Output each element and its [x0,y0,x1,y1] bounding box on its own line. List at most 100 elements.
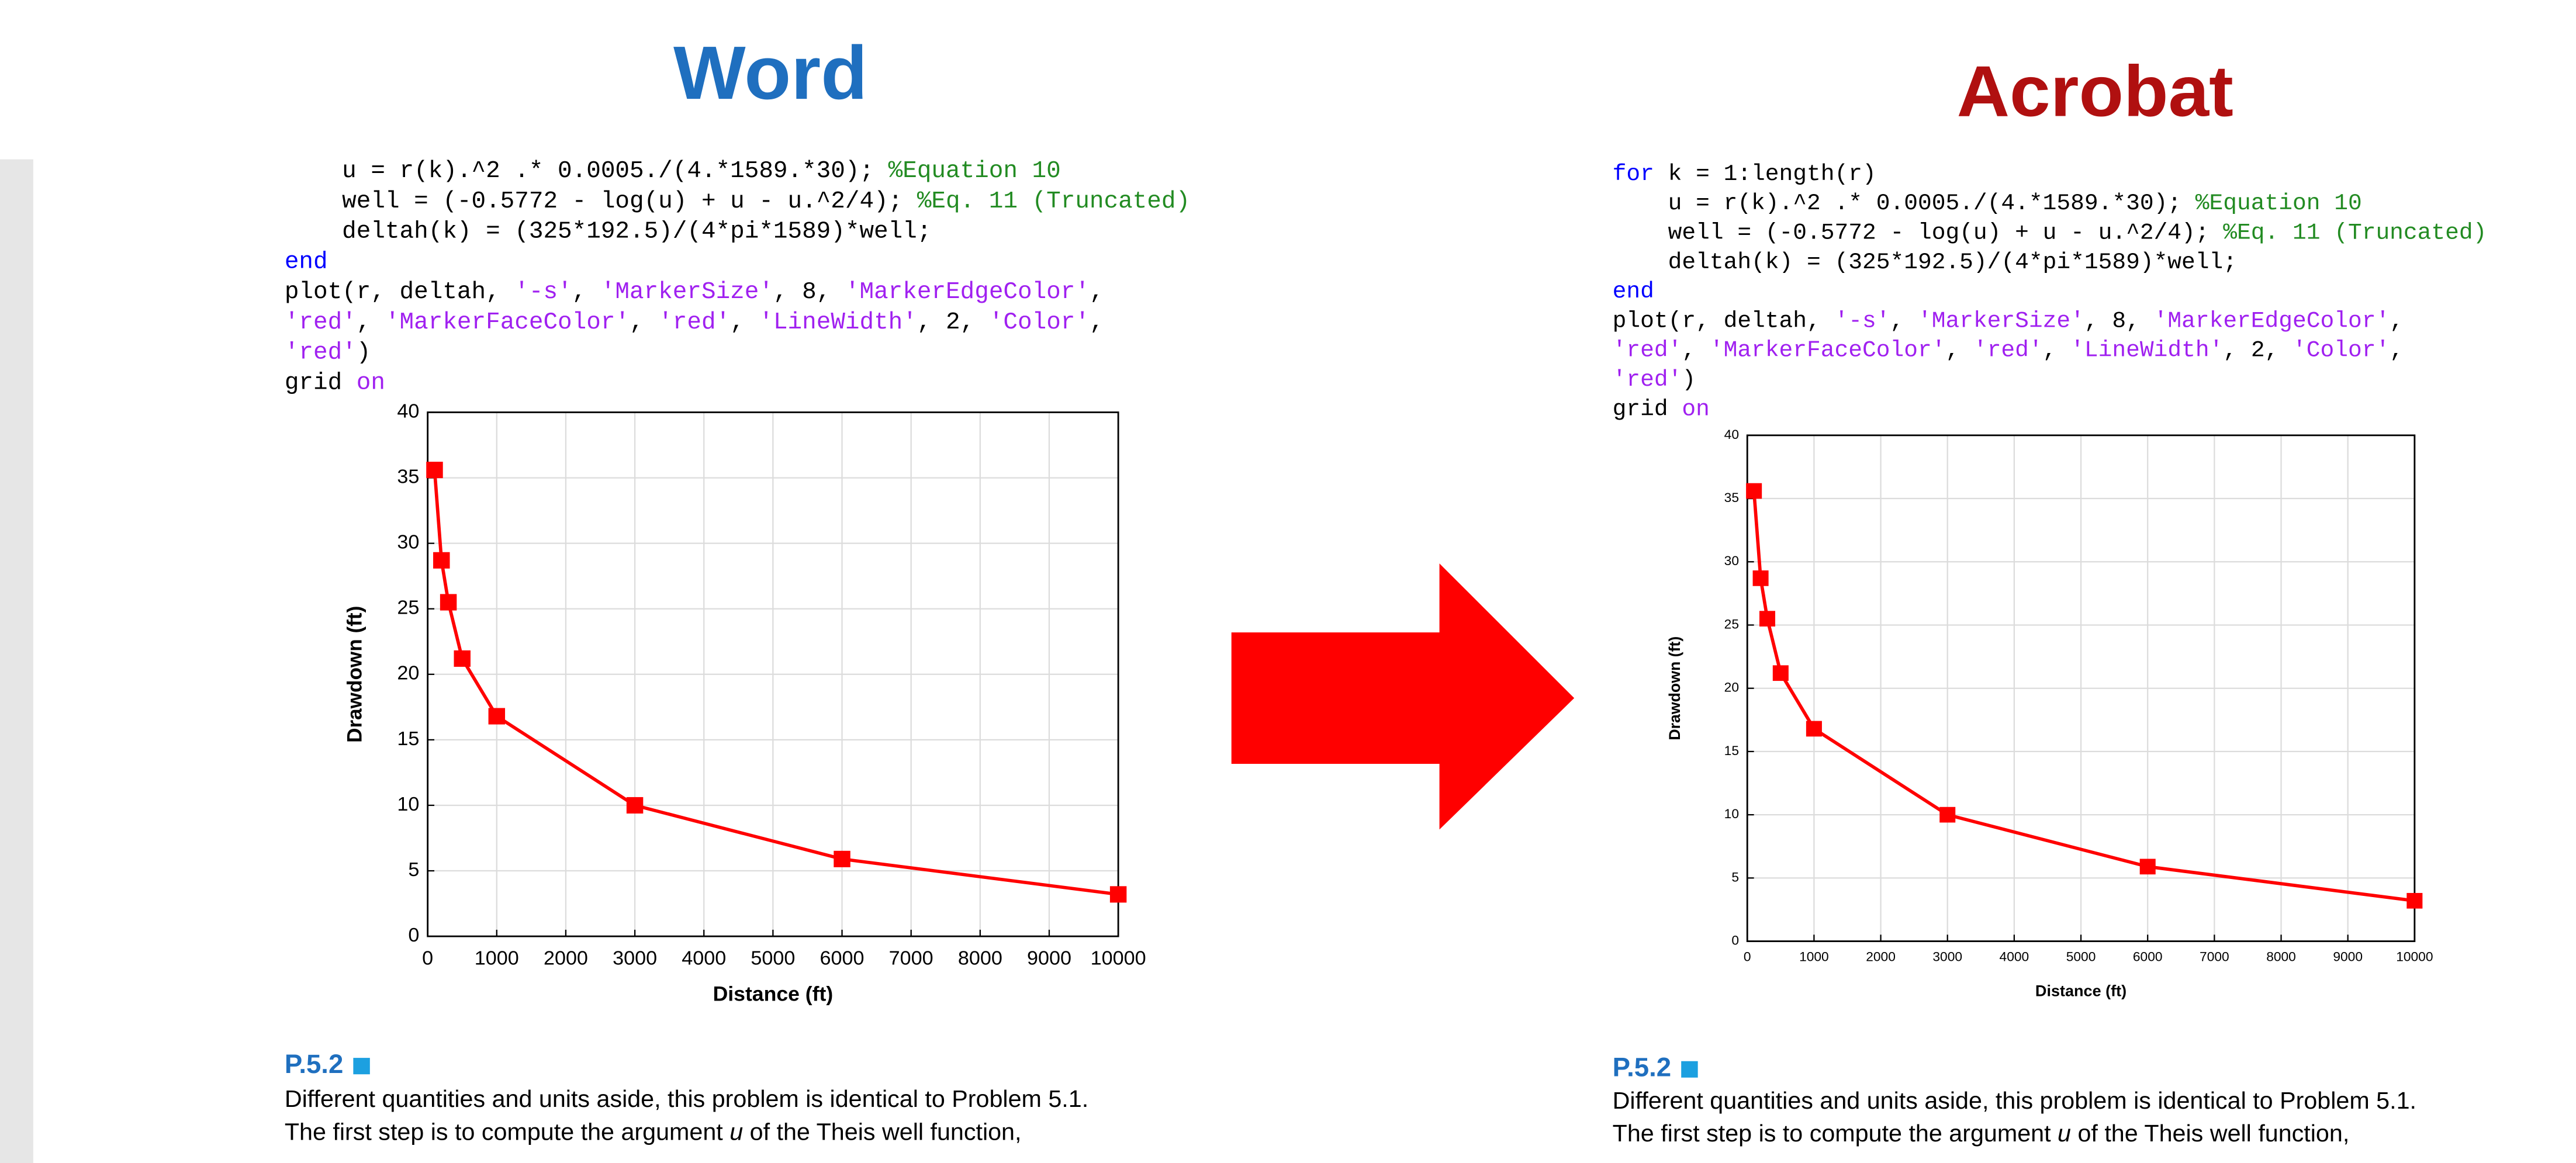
code-line: end [285,248,328,275]
code-line: deltah(k) = (325*192.5)/(4*pi*1589)*well… [1613,249,2237,275]
code-token: , [2043,337,2070,364]
y-tick-label: 5 [1731,870,1739,884]
plot-frame [427,411,1119,937]
code-line: 'red', 'MarkerFaceColor', 'red', 'LineWi… [285,309,1104,336]
code-token: %Equation 10 [888,158,1061,185]
code-token: '-s' [514,279,572,306]
plot-frame [1746,434,2416,942]
arrow [1231,563,1575,830]
data-marker [454,650,471,667]
code-token: u = r(k).^2 .* 0.0005./(4.*1589.*30); [1613,191,2195,217]
data-marker [426,462,443,479]
code-token: grid [1613,396,1682,423]
code-token: u = r(k).^2 .* 0.0005./(4.*1589.*30); [285,158,888,185]
code-line: plot(r, deltah, '-s', 'MarkerSize', 8, '… [1613,308,2404,334]
data-marker [2406,892,2423,909]
data-marker [433,552,450,569]
code-token: , 2, [917,309,989,336]
y-tick-label: 40 [1724,427,1739,442]
x-tick-label: 9000 [2333,950,2363,964]
y-axis-label: Drawdown (ft) [1666,636,1683,740]
paragraph-text: u [2058,1120,2071,1147]
x-tick-label: 9000 [1027,947,1071,970]
section-icon [1681,1061,1698,1078]
y-tick-label: 0 [408,924,419,946]
section-label: P.5.2 [1613,1053,1671,1082]
paragraph-text: Different quantities and units aside, th… [285,1085,1088,1112]
code-token: , [1890,308,1917,334]
paragraph-text: Different quantities and units aside, th… [1613,1087,2416,1114]
code-token: 'MarkerSize' [601,279,773,306]
code-token: for [1613,161,1654,187]
y-tick-label: 25 [397,597,419,619]
x-tick-label: 0 [1744,950,1751,964]
code-token: , [630,309,658,336]
code-token: , [357,309,385,336]
code-token: 'Color' [989,309,1090,336]
code-token: , [1090,309,1104,336]
data-marker [626,797,644,814]
code-token: %Eq. 11 (Truncated) [917,188,1190,215]
y-tick-label: 20 [1724,680,1739,695]
y-tick-label: 10 [1724,807,1739,821]
code-token: 'MarkerEdgeColor' [2154,308,2390,334]
code-token: 'red' [1613,367,1682,393]
x-tick-label: 3000 [613,947,657,970]
x-tick-label: 6000 [2133,950,2163,964]
code-token: 'MarkerSize' [1918,308,2084,334]
data-marker [1752,570,1769,586]
code-line: deltah(k) = (325*192.5)/(4*pi*1589)*well… [285,219,932,245]
code-token: well = (-0.5772 - log(u) + u - u.^2/4); [1613,220,2224,246]
x-tick-label: 5000 [751,947,795,970]
code-token: 'LineWidth' [759,309,917,336]
code-token: 'MarkerEdgeColor' [845,279,1090,306]
y-tick-label: 5 [408,859,419,881]
code-token: 'MarkerFaceColor' [1710,337,1946,364]
data-marker [488,708,506,725]
code-token: , 2, [2223,337,2293,364]
code-line: u = r(k).^2 .* 0.0005./(4.*1589.*30); %E… [1613,191,2362,217]
code-token: deltah(k) = (325*192.5)/(4*pi*1589)*well… [285,219,932,245]
code-token: on [357,369,385,396]
paragraph-text: The first step is to compute the argumen… [285,1118,729,1145]
code-token: on [1682,396,1709,423]
x-tick-label: 10000 [2396,950,2433,964]
x-tick-label: 0 [422,947,433,970]
x-tick-label: 4000 [2000,950,2029,964]
y-tick-label: 20 [397,662,419,684]
code-line: plot(r, deltah, '-s', 'MarkerSize', 8, '… [285,279,1104,306]
code-token: ) [357,340,371,366]
code-token: , [2390,337,2404,364]
code-line: well = (-0.5772 - log(u) + u - u.^2/4); … [1613,220,2487,246]
code-token: 'red' [1973,337,2043,364]
code-token: 'red' [658,309,730,336]
code-token: , [730,309,759,336]
code-token: , [1945,337,1973,364]
x-axis-label: Distance (ft) [2035,982,2127,1000]
x-tick-label: 8000 [958,947,1002,970]
code-token: , 8, [2084,308,2154,334]
code-token: grid [285,369,357,396]
x-tick-label: 1000 [1799,950,1829,964]
code-token: k = 1:length(r) [1654,161,1876,187]
y-tick-label: 25 [1724,617,1739,632]
y-tick-label: 30 [1724,553,1739,568]
word-heading: Word [673,30,867,115]
x-axis-label: Distance (ft) [713,983,834,1006]
code-token: plot(r, deltah, [285,279,514,306]
code-token: 'Color' [2293,337,2390,364]
code-token: 'LineWidth' [2070,337,2223,364]
code-line: 'red') [1613,367,1696,393]
x-tick-label: 8000 [2266,950,2296,964]
x-tick-label: 4000 [682,947,726,970]
paragraph-text: of the Theis well function, [2071,1120,2349,1147]
code-line: 'red') [285,340,371,366]
x-tick-label: 6000 [820,947,865,970]
code-token: ) [1682,367,1696,393]
x-tick-label: 5000 [2066,950,2096,964]
x-tick-label: 3000 [1932,950,1962,964]
code-line: u = r(k).^2 .* 0.0005./(4.*1589.*30); %E… [285,158,1061,185]
code-line: 'red', 'MarkerFaceColor', 'red', 'LineWi… [1613,337,2404,364]
